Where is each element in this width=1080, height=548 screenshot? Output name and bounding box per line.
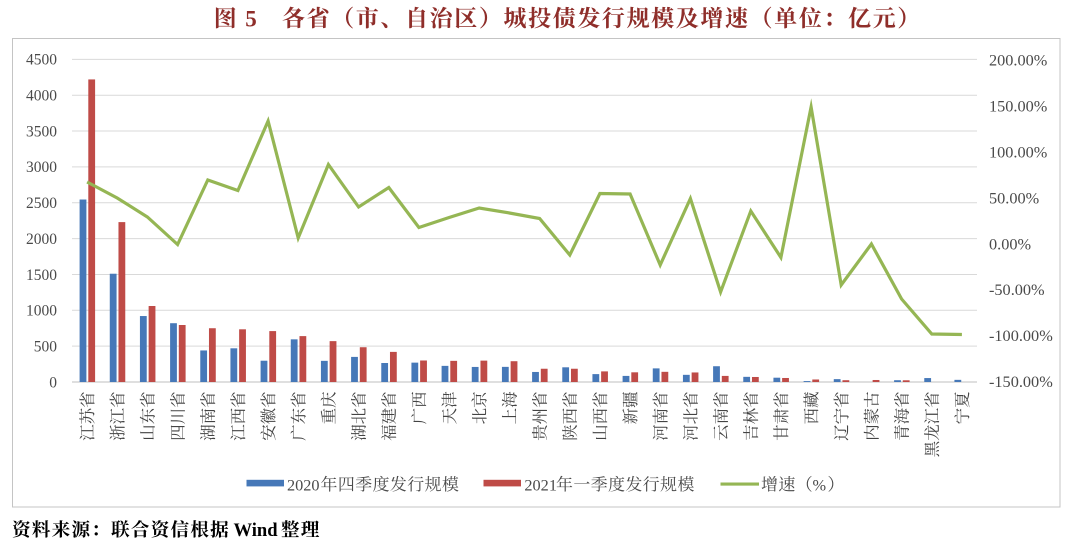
svg-text:-50.00%: -50.00% [989,280,1045,299]
svg-text:0: 0 [49,374,57,391]
svg-text:2500: 2500 [26,195,57,212]
svg-text:Wind: Wind [234,520,279,541]
svg-text:0.00%: 0.00% [989,234,1031,253]
svg-text:200.00%: 200.00% [989,50,1047,69]
svg-text:2021: 2021 [524,475,557,494]
svg-text:3500: 3500 [26,123,57,140]
svg-text:1500: 1500 [26,267,57,284]
svg-text:1000: 1000 [26,303,57,320]
svg-text:2020: 2020 [287,475,320,494]
svg-text:-150.00%: -150.00% [989,372,1053,391]
svg-text:5: 5 [245,6,256,31]
svg-text:100.00%: 100.00% [989,142,1047,161]
svg-text:2000: 2000 [26,231,57,248]
svg-text:%: % [813,475,827,494]
svg-text:4500: 4500 [26,52,57,69]
svg-text:4000: 4000 [26,88,57,105]
svg-text:-100.00%: -100.00% [989,326,1053,345]
svg-text:3000: 3000 [26,159,57,176]
svg-text:50.00%: 50.00% [989,188,1039,207]
svg-text:150.00%: 150.00% [989,96,1047,115]
svg-text:500: 500 [34,338,58,355]
